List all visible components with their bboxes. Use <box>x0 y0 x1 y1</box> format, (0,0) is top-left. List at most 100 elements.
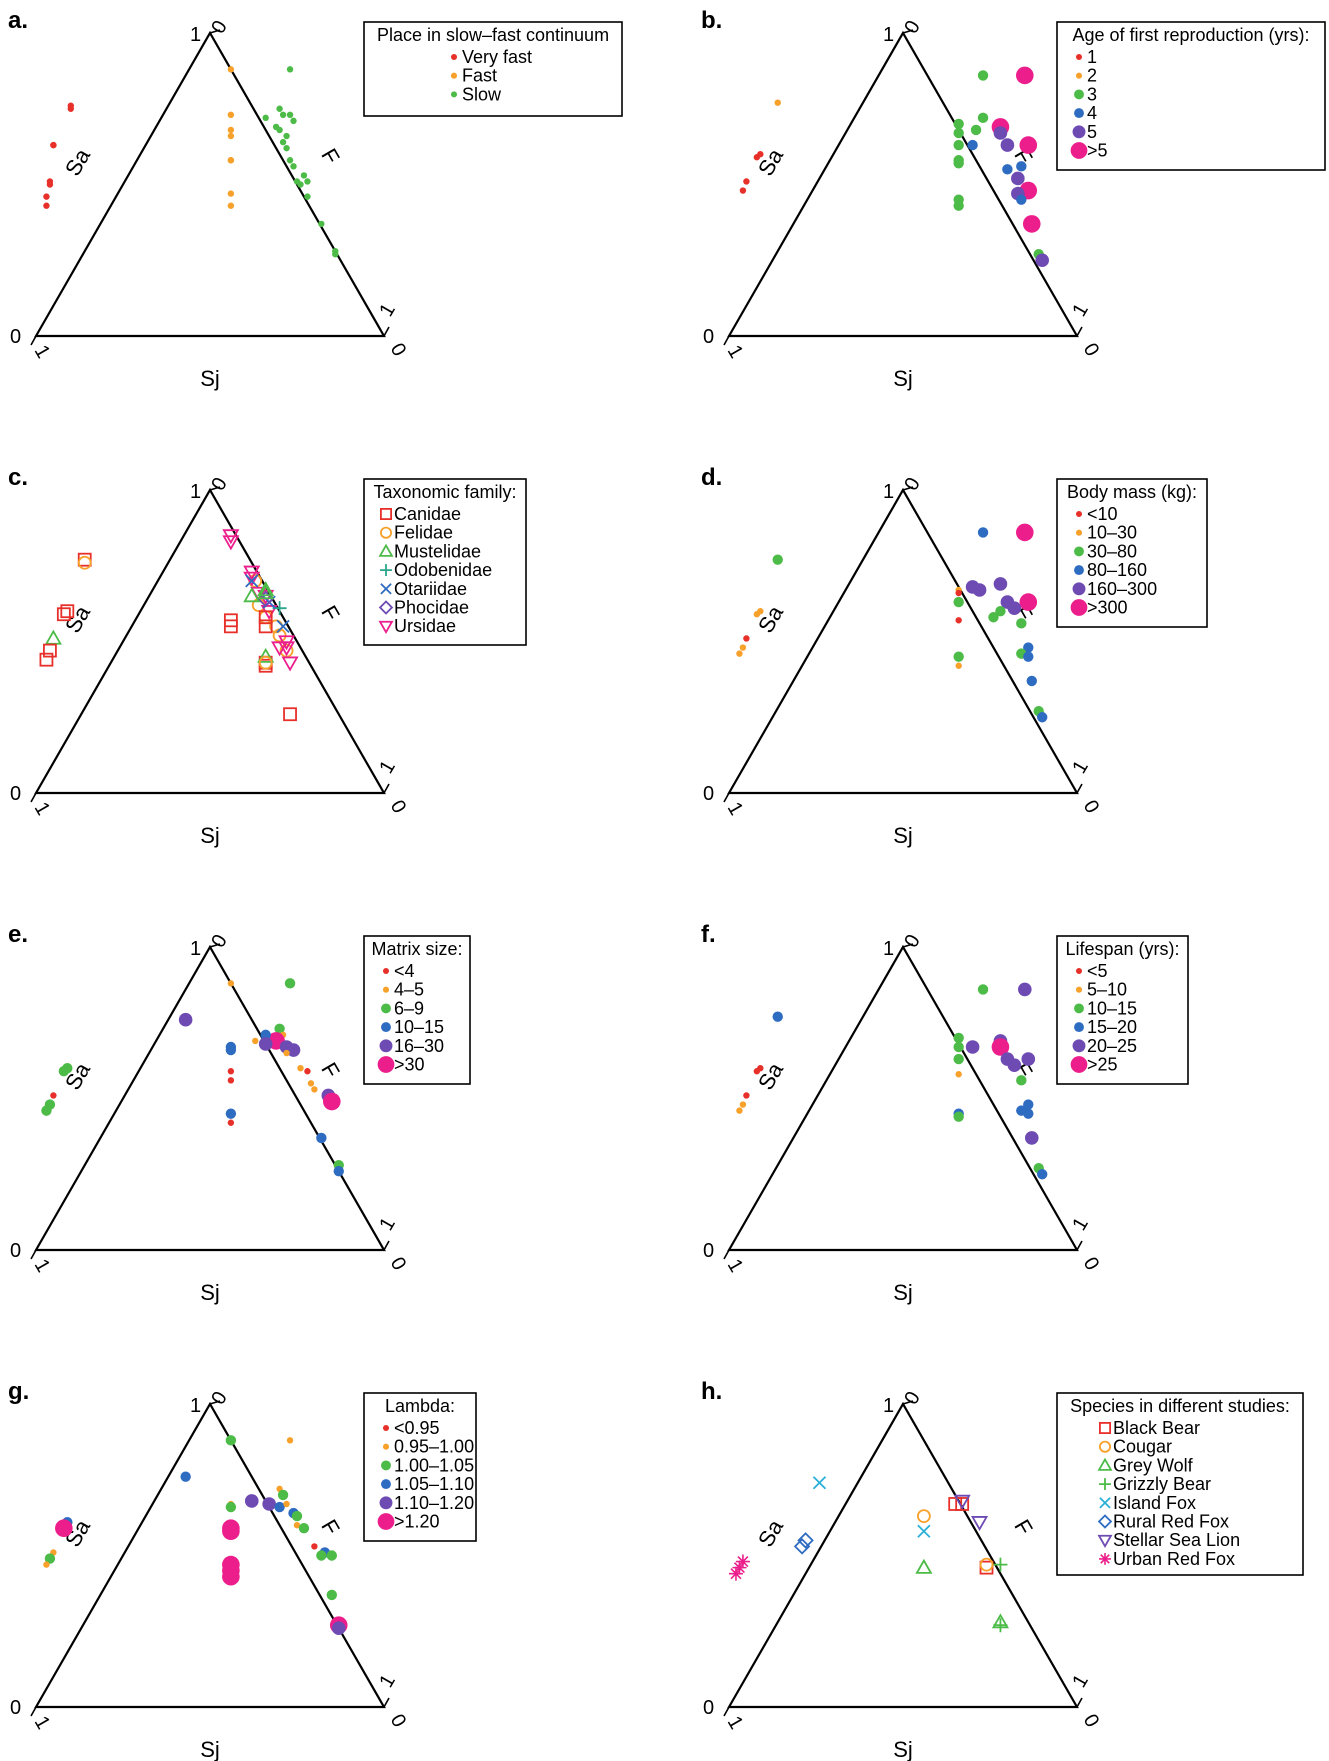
corner-ticks <box>723 29 1083 346</box>
ternary-frame <box>34 1401 386 1709</box>
legend-label: Island Fox <box>1113 1493 1196 1513</box>
axis-label-sj: Sj <box>200 1280 220 1305</box>
data-point <box>227 132 235 140</box>
data-points <box>728 1476 1009 1633</box>
axis-label-sj: Sj <box>893 366 913 391</box>
data-point <box>279 138 287 146</box>
data-point <box>225 1435 237 1446</box>
legend-marker <box>1074 546 1084 557</box>
tick-label-left: 0 <box>10 326 21 348</box>
legend: Taxonomic family:CanidaeFelidaeMustelida… <box>363 478 527 646</box>
legend-label: 0.95–1.00 <box>394 1437 474 1457</box>
legend-marker <box>1099 1552 1111 1565</box>
legend-label: >300 <box>1087 598 1128 618</box>
tick-label-right-zero: 0 <box>1079 1254 1104 1275</box>
data-point <box>1019 136 1038 154</box>
legend-label: 5 <box>1087 122 1097 142</box>
legend-label: Grizzly Bear <box>1113 1474 1211 1494</box>
data-point <box>772 554 783 565</box>
legend-marker <box>1075 967 1083 975</box>
data-point <box>258 1037 273 1051</box>
legend-marker <box>1072 125 1086 139</box>
data-points <box>43 1435 348 1636</box>
data-point <box>244 1494 259 1508</box>
tick-label-left-one: 1 <box>30 1713 55 1734</box>
data-point <box>257 584 275 600</box>
legend-marker <box>377 1513 395 1530</box>
legend-marker <box>379 1039 393 1053</box>
legend-marker <box>1098 1422 1111 1435</box>
data-point <box>953 118 964 130</box>
legend-title: Body mass (kg): <box>1067 482 1197 502</box>
legend-label: 1.00–1.05 <box>394 1455 474 1475</box>
legend-label: 1.10–1.20 <box>394 1493 474 1513</box>
panel-label: c. <box>8 464 28 491</box>
tick-label-right-zero: 0 <box>1079 340 1104 361</box>
data-point <box>971 1516 989 1531</box>
data-point <box>60 604 75 619</box>
data-point <box>55 1519 73 1538</box>
data-point <box>1016 161 1027 172</box>
legend: Lambda:<0.950.95–1.001.00–1.051.05–1.101… <box>363 1392 477 1542</box>
data-point <box>304 193 311 200</box>
legend-label: <5 <box>1087 961 1108 981</box>
data-point <box>277 1489 289 1501</box>
tick-label-left-one: 1 <box>30 342 55 363</box>
data-point <box>227 202 235 209</box>
data-point <box>970 124 982 136</box>
data-point <box>243 571 261 587</box>
axis-label-sj: Sj <box>893 1737 913 1761</box>
data-point <box>43 1561 50 1568</box>
tick-label-left-one: 1 <box>723 1713 748 1734</box>
data-point <box>965 580 980 594</box>
data-point <box>1035 253 1049 268</box>
data-points <box>43 66 339 258</box>
data-point <box>298 1523 310 1534</box>
tick-label-right-zero: 0 <box>386 797 411 818</box>
data-points <box>39 529 299 722</box>
data-point <box>977 70 989 81</box>
data-point <box>227 126 235 134</box>
data-point <box>243 587 261 603</box>
legend-marker <box>381 1460 391 1471</box>
data-point <box>258 610 273 625</box>
legend-label: 30–80 <box>1087 541 1137 561</box>
legend-label: >1.20 <box>394 1512 440 1532</box>
panel-label: d. <box>701 464 722 491</box>
panel-g: g.1 00110SaSjFLambda:<0.950.95–1.001.00–1… <box>8 1378 477 1761</box>
legend-label: Black Bear <box>1113 1418 1200 1438</box>
legend-marker <box>1075 529 1083 536</box>
legend-label: Cougar <box>1113 1437 1172 1457</box>
data-point <box>953 127 964 139</box>
legend-title: Matrix size: <box>371 939 462 959</box>
data-point <box>955 1497 970 1511</box>
tick-label-left: 0 <box>10 1240 21 1262</box>
data-point <box>1024 1131 1039 1145</box>
data-point <box>977 984 989 995</box>
legend-marker <box>382 1443 390 1450</box>
data-point <box>979 1557 994 1572</box>
legend-label: Ursidae <box>394 616 456 636</box>
data-point <box>243 565 261 581</box>
data-point <box>44 1553 56 1564</box>
data-point <box>281 656 299 672</box>
panel-label: a. <box>8 7 28 34</box>
data-point <box>953 200 964 211</box>
data-point <box>1002 164 1013 175</box>
ternary-frame <box>34 487 386 795</box>
legend-marker <box>1099 1478 1111 1491</box>
data-point <box>50 1092 57 1099</box>
data-point <box>988 612 999 623</box>
legend-marker <box>1070 1056 1088 1073</box>
legend-label: Mustelidae <box>394 541 481 561</box>
data-point <box>300 172 308 179</box>
legend-marker <box>378 620 394 634</box>
data-point <box>257 647 275 663</box>
data-point <box>286 111 294 119</box>
tick-label-top: 1 <box>883 481 894 503</box>
